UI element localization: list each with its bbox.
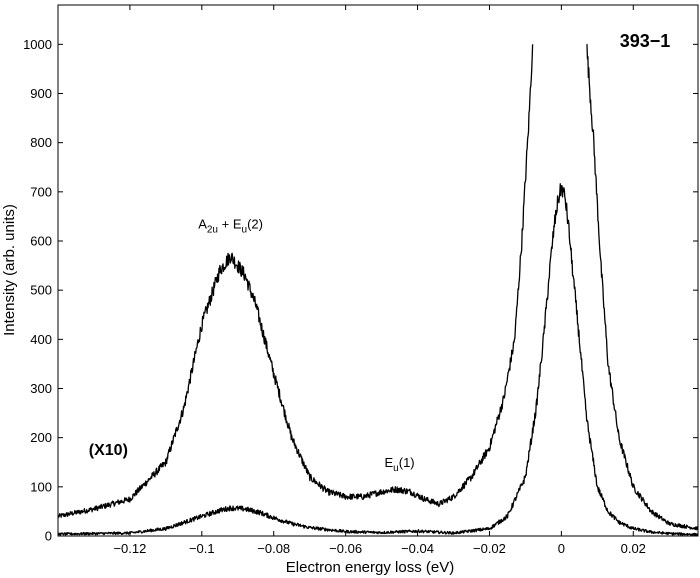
x-tick-label: 0 (558, 541, 565, 556)
y-axis: 0 100 200 300 400 500 600 700 800 900 1000 (23, 37, 698, 544)
y-tick-label: 1000 (23, 37, 52, 52)
annotation-eu1: Eu(1) (385, 455, 415, 474)
series-line-2 (586, 43, 699, 531)
annotations: A2u + Eu(2) Eu(1) (X10) (89, 217, 415, 474)
annotation-a2u-eu2: A2u + Eu(2) (198, 217, 263, 236)
x-tick-label: 0.02 (621, 541, 646, 556)
x-axis: −0.12 −0.1 −0.08 −0.06 −0.04 −0.02 0 0.02 (113, 5, 646, 556)
plot-frame (57, 4, 699, 537)
x-tick-label: −0.02 (473, 541, 506, 556)
y-tick-label: 800 (30, 135, 52, 150)
y-axis-label: Intensity (arb. units) (1, 204, 18, 336)
series-line-1 (57, 44, 534, 518)
x-tick-label: −0.08 (257, 541, 290, 556)
plot-area (57, 4, 699, 537)
x-axis-label: Electron energy loss (eV) (286, 559, 454, 576)
x-tick-label: −0.04 (401, 541, 434, 556)
y-tick-label: 600 (30, 234, 52, 249)
annotation-x10: (X10) (89, 442, 128, 459)
chart-title: 393−1 (620, 31, 671, 51)
y-tick-label: 700 (30, 184, 52, 199)
x-tick-label: −0.1 (189, 541, 215, 556)
y-tick-label: 400 (30, 332, 52, 347)
series-layer (57, 43, 699, 537)
y-tick-label: 900 (30, 86, 52, 101)
series-line-3 (57, 183, 699, 537)
y-tick-label: 500 (30, 283, 52, 298)
y-tick-label: 100 (30, 479, 52, 494)
y-tick-label: 300 (30, 381, 52, 396)
x-tick-label: −0.06 (329, 541, 362, 556)
y-tick-label: 0 (45, 529, 52, 544)
y-tick-label: 200 (30, 430, 52, 445)
x-tick-label: −0.12 (113, 541, 146, 556)
